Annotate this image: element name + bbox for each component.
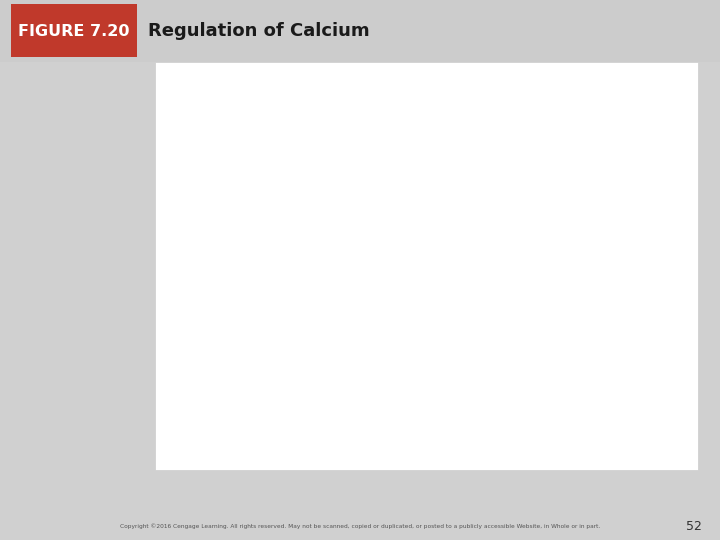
FancyBboxPatch shape xyxy=(320,415,533,468)
Ellipse shape xyxy=(217,249,288,299)
FancyBboxPatch shape xyxy=(163,325,342,394)
Text: FIGURE 7.20: FIGURE 7.20 xyxy=(19,24,130,38)
Circle shape xyxy=(291,294,310,309)
Circle shape xyxy=(212,230,231,245)
Circle shape xyxy=(305,267,325,281)
Ellipse shape xyxy=(564,225,594,241)
FancyBboxPatch shape xyxy=(337,325,516,394)
Ellipse shape xyxy=(236,270,269,286)
Ellipse shape xyxy=(394,239,459,310)
Circle shape xyxy=(253,225,274,239)
Ellipse shape xyxy=(440,262,462,286)
Circle shape xyxy=(195,294,215,309)
Circle shape xyxy=(302,252,321,267)
Ellipse shape xyxy=(231,258,264,274)
Ellipse shape xyxy=(242,274,274,291)
Text: Copyright ©2016 Cengage Learning. All rights reserved. May not be scanned, copie: Copyright ©2016 Cengage Learning. All ri… xyxy=(120,524,600,529)
FancyBboxPatch shape xyxy=(511,325,690,394)
Circle shape xyxy=(232,309,251,323)
Text: Increased blood
calcium concentration: Increased blood calcium concentration xyxy=(376,431,477,451)
Circle shape xyxy=(180,267,200,281)
Circle shape xyxy=(291,239,310,254)
Circle shape xyxy=(302,281,321,296)
Text: Increased parathyroid hormone (PTH)
release and calcitriol synthesis in the kidn: Increased parathyroid hormone (PTH) rele… xyxy=(323,171,530,190)
Text: Regulation of Calcium: Regulation of Calcium xyxy=(148,22,369,40)
FancyBboxPatch shape xyxy=(577,235,625,305)
Circle shape xyxy=(212,304,231,319)
Ellipse shape xyxy=(193,233,312,315)
Text: 52: 52 xyxy=(686,520,702,533)
FancyBboxPatch shape xyxy=(320,75,533,131)
Text: Decreased calcium
excretion by the
kidneys: Decreased calcium excretion by the kidne… xyxy=(384,345,469,375)
Circle shape xyxy=(184,252,204,267)
Text: Increased calcium
absorption in the
small intestine: Increased calcium absorption in the smal… xyxy=(212,345,294,375)
Text: Low blood calcium
concentration: Low blood calcium concentration xyxy=(384,93,469,112)
Circle shape xyxy=(184,281,204,296)
Ellipse shape xyxy=(247,266,280,282)
Ellipse shape xyxy=(402,248,440,284)
Circle shape xyxy=(274,304,294,319)
FancyBboxPatch shape xyxy=(233,152,620,209)
Text: Increased calcium
release from bones: Increased calcium release from bones xyxy=(557,350,644,369)
Ellipse shape xyxy=(606,299,633,315)
Circle shape xyxy=(232,225,251,239)
Circle shape xyxy=(195,239,215,254)
Circle shape xyxy=(274,230,294,245)
Ellipse shape xyxy=(225,262,258,278)
Circle shape xyxy=(253,309,274,323)
